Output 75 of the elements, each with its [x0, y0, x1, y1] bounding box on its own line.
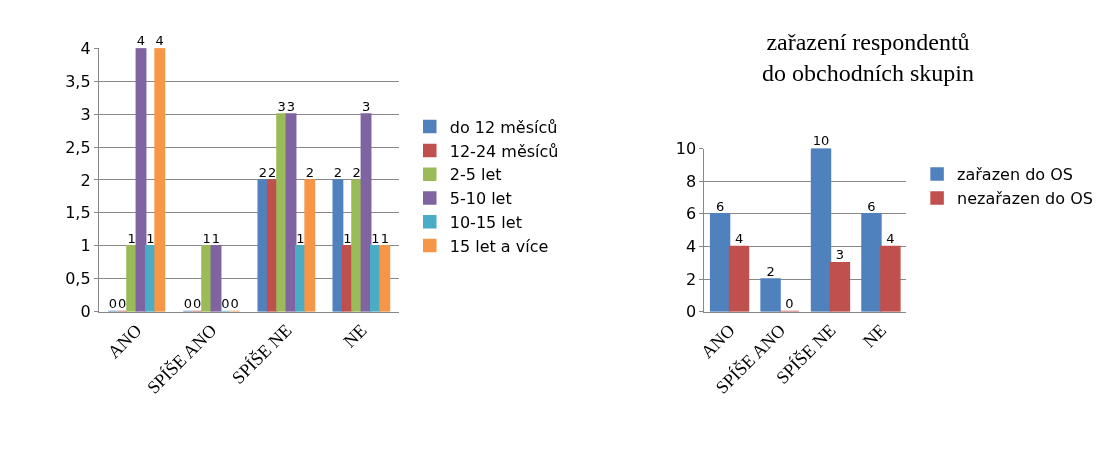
bar	[351, 179, 363, 312]
data-label: 1	[380, 230, 389, 246]
data-label: 0	[108, 296, 118, 312]
bar	[201, 245, 213, 312]
data-label: 4	[136, 33, 146, 49]
bar	[379, 245, 391, 312]
bar	[810, 148, 832, 312]
data-label: 0	[193, 296, 202, 312]
data-label: 4	[886, 231, 895, 247]
y-tick-label: 1	[80, 236, 91, 256]
bar	[829, 261, 851, 312]
bar	[126, 245, 138, 312]
y-tick-label: 2	[80, 170, 91, 190]
data-label: 2	[268, 164, 277, 180]
data-label: 1	[202, 230, 211, 246]
data-label: 2	[333, 164, 343, 180]
y-tick-label: 0	[80, 302, 91, 322]
data-label: 4	[155, 33, 164, 49]
legend-label: nezařazen do OS	[957, 189, 1093, 209]
data-label: 10	[812, 133, 830, 149]
y-tick-label: 2	[685, 269, 697, 289]
data-label: 2	[352, 164, 361, 180]
data-label: 1	[146, 230, 155, 246]
y-tick-label: 4	[80, 38, 91, 58]
data-label: 1	[127, 230, 136, 246]
bar	[304, 179, 316, 312]
legend-label: 2-5 let	[449, 165, 502, 185]
y-tick-label: 3,5	[65, 71, 91, 91]
data-label: 2	[766, 263, 775, 279]
legend-label: do 12 měsíců	[449, 117, 558, 137]
data-label: 1	[211, 230, 221, 246]
data-label: 0	[118, 296, 127, 312]
data-label: 4	[734, 231, 744, 247]
legend-label: 15 let a více	[449, 236, 549, 256]
data-label: 3	[286, 98, 296, 114]
x-tick-label: NE	[859, 320, 891, 352]
y-tick-label: 6	[685, 204, 697, 224]
data-label: 1	[296, 230, 305, 246]
bar	[154, 48, 166, 312]
y-tick-label: 1,5	[65, 203, 91, 223]
y-tick-label: 10	[675, 139, 697, 159]
y-tick-label: 0,5	[65, 269, 91, 289]
data-label: 0	[183, 296, 193, 312]
legend-label: zařazen do OS	[957, 165, 1073, 185]
bar	[210, 245, 222, 312]
data-label: 3	[835, 247, 845, 263]
data-label: 3	[277, 98, 286, 114]
bar	[709, 213, 731, 312]
legend-label: 5-10 let	[449, 189, 512, 209]
y-tick-label: 8	[685, 171, 697, 191]
y-tick-label: 4	[685, 236, 697, 256]
bar	[257, 179, 269, 312]
y-tick-label: 3	[80, 104, 91, 124]
data-label: 0	[785, 296, 794, 312]
data-label: 0	[230, 296, 239, 312]
y-tick-label: 2,5	[65, 137, 91, 157]
data-label: 3	[361, 98, 371, 114]
data-label: 1	[371, 230, 380, 246]
chart-title: zařazení respondentů do obchodních skupin	[762, 29, 974, 87]
data-label: 2	[305, 164, 314, 180]
legend-label: 10-15 let	[449, 213, 522, 233]
bar	[861, 213, 882, 312]
data-label: 1	[343, 230, 352, 246]
bar	[728, 245, 750, 312]
y-tick-label: 0	[685, 302, 697, 322]
bar	[880, 245, 901, 312]
x-tick-label: NE	[339, 320, 371, 352]
data-label: 0	[221, 296, 230, 312]
data-label: 6	[715, 198, 725, 214]
bar	[276, 113, 288, 312]
bar	[760, 278, 781, 312]
data-label: 2	[258, 164, 268, 180]
bar	[332, 179, 344, 312]
legend-label: 12-24 měsíců	[449, 141, 559, 161]
data-label: 6	[867, 198, 876, 214]
